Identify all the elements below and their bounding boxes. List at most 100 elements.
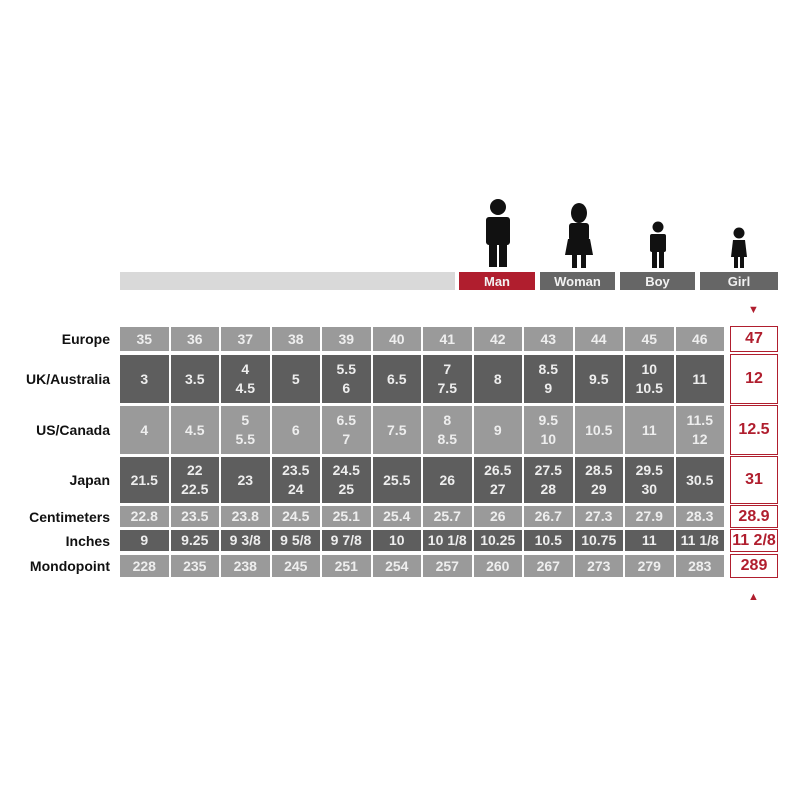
size-cell: 10.25 bbox=[473, 530, 522, 551]
size-value: 7 bbox=[443, 361, 452, 377]
size-value: 10 bbox=[641, 361, 658, 377]
size-cell: 5 bbox=[271, 355, 320, 403]
size-value: 24 bbox=[287, 481, 304, 497]
size-value: 6.5 bbox=[387, 370, 407, 387]
size-cell: 25.4 bbox=[372, 506, 421, 527]
arrow-down-icon: ▼ bbox=[748, 304, 759, 316]
size-value: 10 bbox=[540, 431, 557, 447]
category-tab-boy[interactable]: Boy bbox=[620, 272, 695, 290]
size-cell: 27.9 bbox=[625, 506, 674, 527]
size-cell: 43 bbox=[524, 327, 573, 351]
size-value: 6.5 bbox=[336, 412, 356, 428]
size-value: 4 bbox=[241, 361, 250, 377]
size-value: 38 bbox=[287, 330, 304, 347]
size-value: 24.5 bbox=[332, 462, 360, 478]
size-value: 27.5 bbox=[534, 462, 562, 478]
size-value: 35 bbox=[136, 330, 153, 347]
size-value: 8 bbox=[493, 370, 502, 387]
size-cell: 10 1/8 bbox=[423, 530, 472, 551]
row-label: Mondopoint bbox=[29, 558, 110, 574]
size-cell: 23 bbox=[221, 457, 270, 503]
size-value: 8.5 bbox=[538, 361, 558, 377]
size-cell: 38 bbox=[271, 327, 320, 351]
size-value: 22.5 bbox=[181, 481, 209, 497]
size-value: 30 bbox=[641, 481, 658, 497]
size-cell: 35 bbox=[120, 327, 169, 351]
category-tab-woman[interactable]: Woman bbox=[540, 272, 615, 290]
size-value: 6 bbox=[342, 380, 351, 396]
size-value: 9 3/8 bbox=[229, 532, 261, 548]
size-cell: 11 bbox=[675, 355, 724, 403]
size-value: 25.5 bbox=[383, 471, 411, 488]
size-value: 260 bbox=[486, 557, 510, 574]
size-cell: 9.5 10 bbox=[524, 406, 573, 454]
size-value: 279 bbox=[637, 557, 661, 574]
size-cell: 5.5 6 bbox=[322, 355, 371, 403]
size-cell: 11 1/8 bbox=[675, 530, 724, 551]
size-value: 43 bbox=[540, 330, 557, 347]
size-value: 245 bbox=[284, 557, 308, 574]
size-cell: 46 bbox=[675, 327, 724, 351]
size-value: 11 bbox=[641, 532, 657, 548]
size-cell: 25.7 bbox=[423, 506, 472, 527]
size-value: 273 bbox=[587, 557, 611, 574]
size-value: 22.8 bbox=[130, 508, 158, 524]
size-cell: 45 bbox=[625, 327, 674, 351]
size-value: 39 bbox=[338, 330, 355, 347]
size-cell: 4 4.5 bbox=[221, 355, 270, 403]
size-value: 41 bbox=[439, 330, 456, 347]
size-cell: 3.5 bbox=[170, 355, 219, 403]
size-cell: 9.25 bbox=[170, 530, 219, 551]
row-label: US/Canada bbox=[36, 422, 110, 438]
size-cell: 26 bbox=[473, 506, 522, 527]
size-cell: 26.7 bbox=[524, 506, 573, 527]
size-value: 10 bbox=[388, 532, 405, 548]
size-value: 27.9 bbox=[635, 508, 663, 524]
size-cell: 24.5 bbox=[271, 506, 320, 527]
size-cell: 22 22.5 bbox=[170, 457, 219, 503]
size-value: 11 bbox=[641, 421, 657, 438]
size-cell: 42 bbox=[473, 327, 522, 351]
size-cell: 27.3 bbox=[574, 506, 623, 527]
size-value: 26 bbox=[489, 508, 506, 524]
size-cell: 228 bbox=[120, 555, 169, 577]
size-value: 9 bbox=[493, 421, 502, 438]
category-tab-man[interactable]: Man bbox=[459, 272, 535, 290]
size-value: 23.5 bbox=[282, 462, 310, 478]
size-cell: 8 bbox=[473, 355, 522, 403]
size-value: 8 bbox=[443, 412, 452, 428]
size-cell: 254 bbox=[372, 555, 421, 577]
row-label: Japan bbox=[69, 472, 110, 488]
size-value: 5 bbox=[241, 412, 250, 428]
size-value: 10.25 bbox=[480, 532, 516, 548]
size-value: 4.5 bbox=[185, 421, 205, 438]
size-value: 23.8 bbox=[231, 508, 259, 524]
size-cell: 251 bbox=[322, 555, 371, 577]
woman-icon bbox=[565, 203, 593, 268]
size-value: 28 bbox=[540, 481, 557, 497]
size-cell: 283 bbox=[675, 555, 724, 577]
size-value: 25.7 bbox=[433, 508, 461, 524]
selection-track bbox=[120, 272, 455, 290]
size-value: 238 bbox=[233, 557, 257, 574]
size-value: 10 1/8 bbox=[427, 532, 467, 548]
size-cell: 3 bbox=[120, 355, 169, 403]
size-value: 9 bbox=[544, 380, 553, 396]
size-value: 26.5 bbox=[484, 462, 512, 478]
size-cell: 27.5 28 bbox=[524, 457, 573, 503]
size-cell: 28.5 29 bbox=[574, 457, 623, 503]
category-tab-girl[interactable]: Girl bbox=[700, 272, 778, 290]
size-value: 5.5 bbox=[235, 431, 255, 447]
size-value: 21.5 bbox=[130, 471, 158, 488]
size-cell: 5 5.5 bbox=[221, 406, 270, 454]
size-value: 10.5 bbox=[534, 532, 562, 548]
size-cell: 25.5 bbox=[372, 457, 421, 503]
highlighted-size-cell: 31 bbox=[730, 456, 778, 504]
size-cell: 273 bbox=[574, 555, 623, 577]
size-cell: 39 bbox=[322, 327, 371, 351]
size-cell: 8.5 9 bbox=[524, 355, 573, 403]
size-value: 40 bbox=[388, 330, 405, 347]
size-value: 267 bbox=[536, 557, 560, 574]
size-value: 4 bbox=[140, 421, 149, 438]
size-value: 25 bbox=[338, 481, 355, 497]
